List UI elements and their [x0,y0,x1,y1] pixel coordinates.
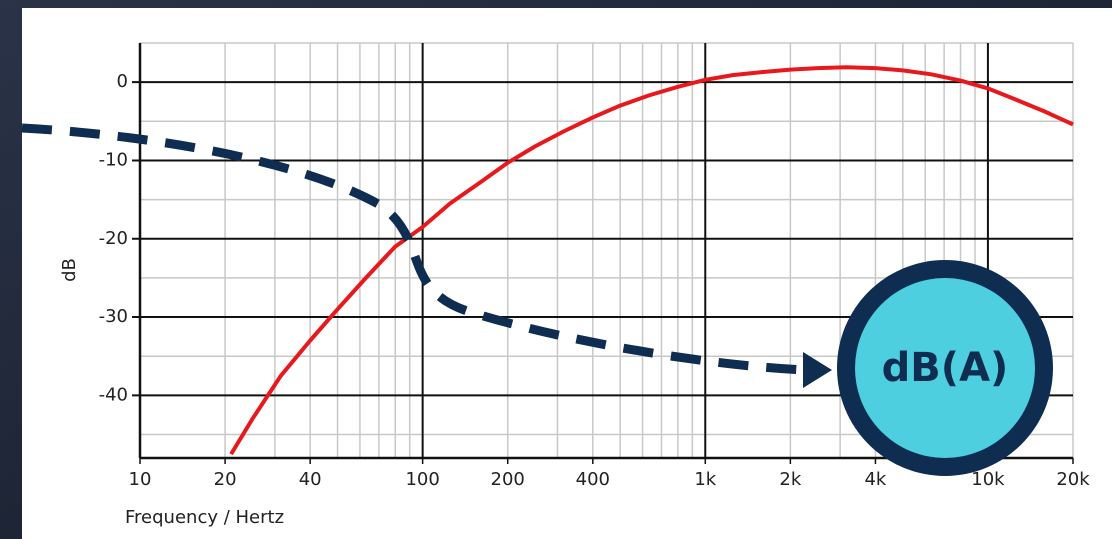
badge-label: dB(A) [882,345,1009,391]
y-axis-label: dB [59,258,80,282]
x-tick-label: 20k [1056,469,1090,490]
x-tick-label: 40 [299,469,322,490]
y-tick-label: 0 [117,71,128,92]
dashed-arrow [21,123,806,375]
y-tick-label: -40 [99,384,128,405]
y-tick-label: -30 [99,306,128,327]
x-tick-label: 4k [864,469,886,490]
curve [229,65,1074,456]
x-tick-label: 1k [694,469,716,490]
arrow-head [803,352,832,388]
x-axis-label: Frequency / Hertz [125,507,284,528]
grid: 0 -10 -20 -30 -40 10 20 40 100 200 400 1k 2k 4k 10k 20k [99,42,1090,490]
y-tick-label: -10 [99,149,128,170]
x-tick-label: 20 [214,469,237,490]
x-tick-label: 10 [129,469,152,490]
x-tick-label: 200 [491,469,525,490]
badge [855,278,1035,458]
x-tick-label: 10k [971,469,1005,490]
plot [229,65,1074,456]
x-tick-label: 100 [405,469,439,490]
x-tick-label: 2k [779,469,801,490]
y-tick-label: -20 [99,228,128,249]
x-tick-label: 400 [576,469,610,490]
